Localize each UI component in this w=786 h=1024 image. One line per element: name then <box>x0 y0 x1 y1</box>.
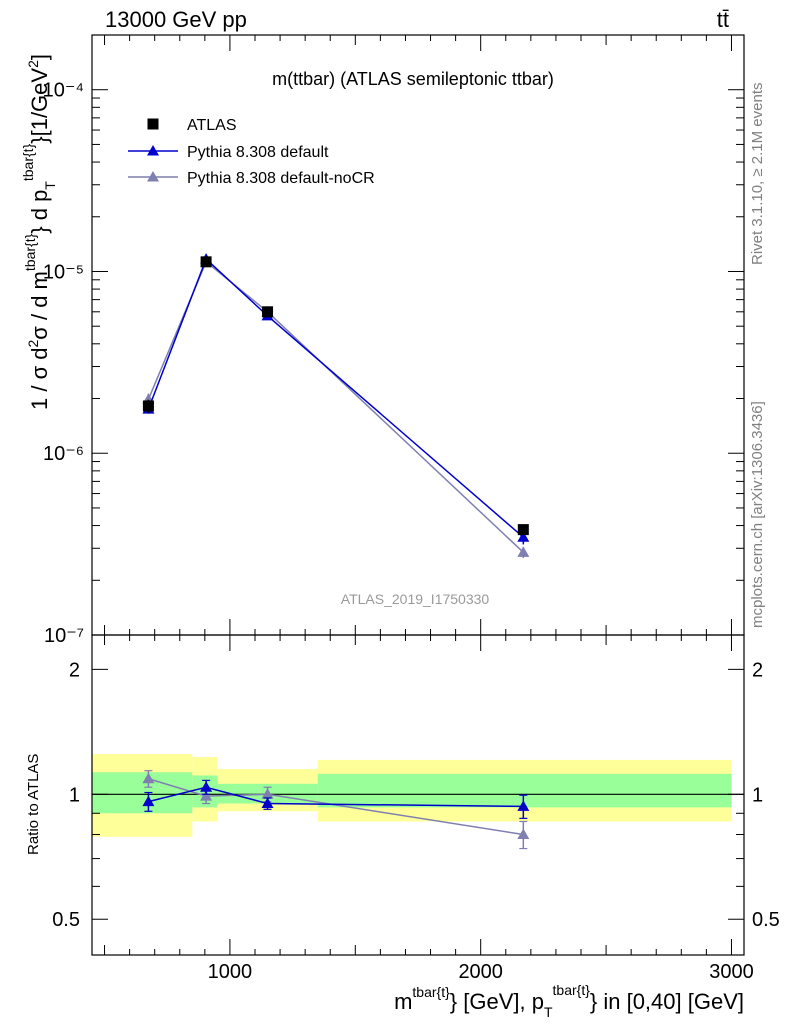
ratio-frame <box>91 634 745 956</box>
ratio-point-pythia-8-308-default-nocr <box>142 772 155 784</box>
x-axis-label: mtbar{t}} [GeV], pTtbar{t}} in [0,40] [G… <box>394 982 744 1020</box>
ratio-band-green-0 <box>92 772 193 814</box>
ratio-y-tick-label: 0.5 <box>52 909 80 931</box>
ratio-y-tick-label-right: 1 <box>752 784 763 806</box>
data-point-pythia-8-308-default-nocr <box>517 546 530 557</box>
series-line-pythia-8-308-default-nocr <box>147 260 524 553</box>
main-y-axis-label: 1 / σ d2σ / d mtbar{t}} d pTtbar{t}}[1/G… <box>20 54 58 410</box>
legend-label-pythia-8-308-default: Pythia 8.308 default <box>187 144 329 161</box>
ratio-y-tick-label-right: 2 <box>752 659 763 681</box>
ratio-point-pythia-8-308-default-nocr <box>200 790 213 801</box>
ratio-band-green-3 <box>317 773 732 808</box>
ratio-point-pythia-8-308-default-nocr <box>261 788 274 799</box>
data-point-atlas <box>142 400 154 412</box>
main-panel: 10⁻⁷ 10⁻⁶ 10⁻⁵ 10⁻⁴ ATLAS Pythia 8.308 defaul… <box>43 34 745 647</box>
main-y-tick-label: 10⁻⁵ <box>43 261 84 283</box>
ratio-panel: 1000 2000 3000 0.5 0.5 1 1 2 2 <box>52 634 780 983</box>
main-y-tick-label: 10⁻⁷ <box>44 625 84 647</box>
mcplots-label: mcplots.cern.ch [arXiv:1306.3436] <box>749 401 766 628</box>
main-y-tick-label: 10⁻⁴ <box>43 80 84 102</box>
ratio-point-pythia-8-308-default <box>142 795 155 807</box>
x-tick-label: 2000 <box>458 961 503 983</box>
main-y-tick-label: 10⁻⁶ <box>43 443 84 465</box>
legend-marker-pythia-8-308-default <box>147 145 159 156</box>
ratio-point-pythia-8-308-default <box>261 797 274 809</box>
x-tick-label: 3000 <box>709 961 754 983</box>
data-point-atlas <box>262 306 274 318</box>
ratio-line-pythia-8-308-default <box>148 786 524 808</box>
data-point-atlas <box>200 256 212 268</box>
ratio-point-pythia-8-308-default <box>517 800 530 811</box>
x-tick-label: 1000 <box>208 961 253 983</box>
analysis-watermark: ATLAS_2019_I1750330 <box>341 591 490 607</box>
energy-label: 13000 GeV pp <box>105 7 247 32</box>
legend-marker-pythia-8-308-default-nocr <box>147 171 159 182</box>
legend-label-pythia-8-308-default-nocr: Pythia 8.308 default-noCR <box>187 170 375 187</box>
legend-marker-atlas <box>147 118 159 130</box>
plot-title: m(ttbar) (ATLAS semileptonic ttbar) <box>272 69 554 89</box>
ratio-y-axis-label: Ratio to ATLAS <box>25 754 42 855</box>
series-line-pythia-8-308-default <box>147 257 524 538</box>
ratio-y-tick-label: 1 <box>69 784 80 806</box>
process-label: tt̄ <box>717 7 729 32</box>
ratio-y-tick-label: 2 <box>69 659 80 681</box>
data-point-atlas <box>517 524 529 536</box>
ratio-point-pythia-8-308-default-nocr <box>517 828 530 840</box>
data-point-pythia-8-308-default <box>517 531 530 542</box>
ratio-point-pythia-8-308-default <box>200 781 213 792</box>
rivet-label: Rivet 3.1.10, ≥ 2.1M events <box>749 83 766 266</box>
legend-label-atlas: ATLAS <box>187 117 237 134</box>
ratio-y-tick-label-right: 0.5 <box>752 909 780 931</box>
